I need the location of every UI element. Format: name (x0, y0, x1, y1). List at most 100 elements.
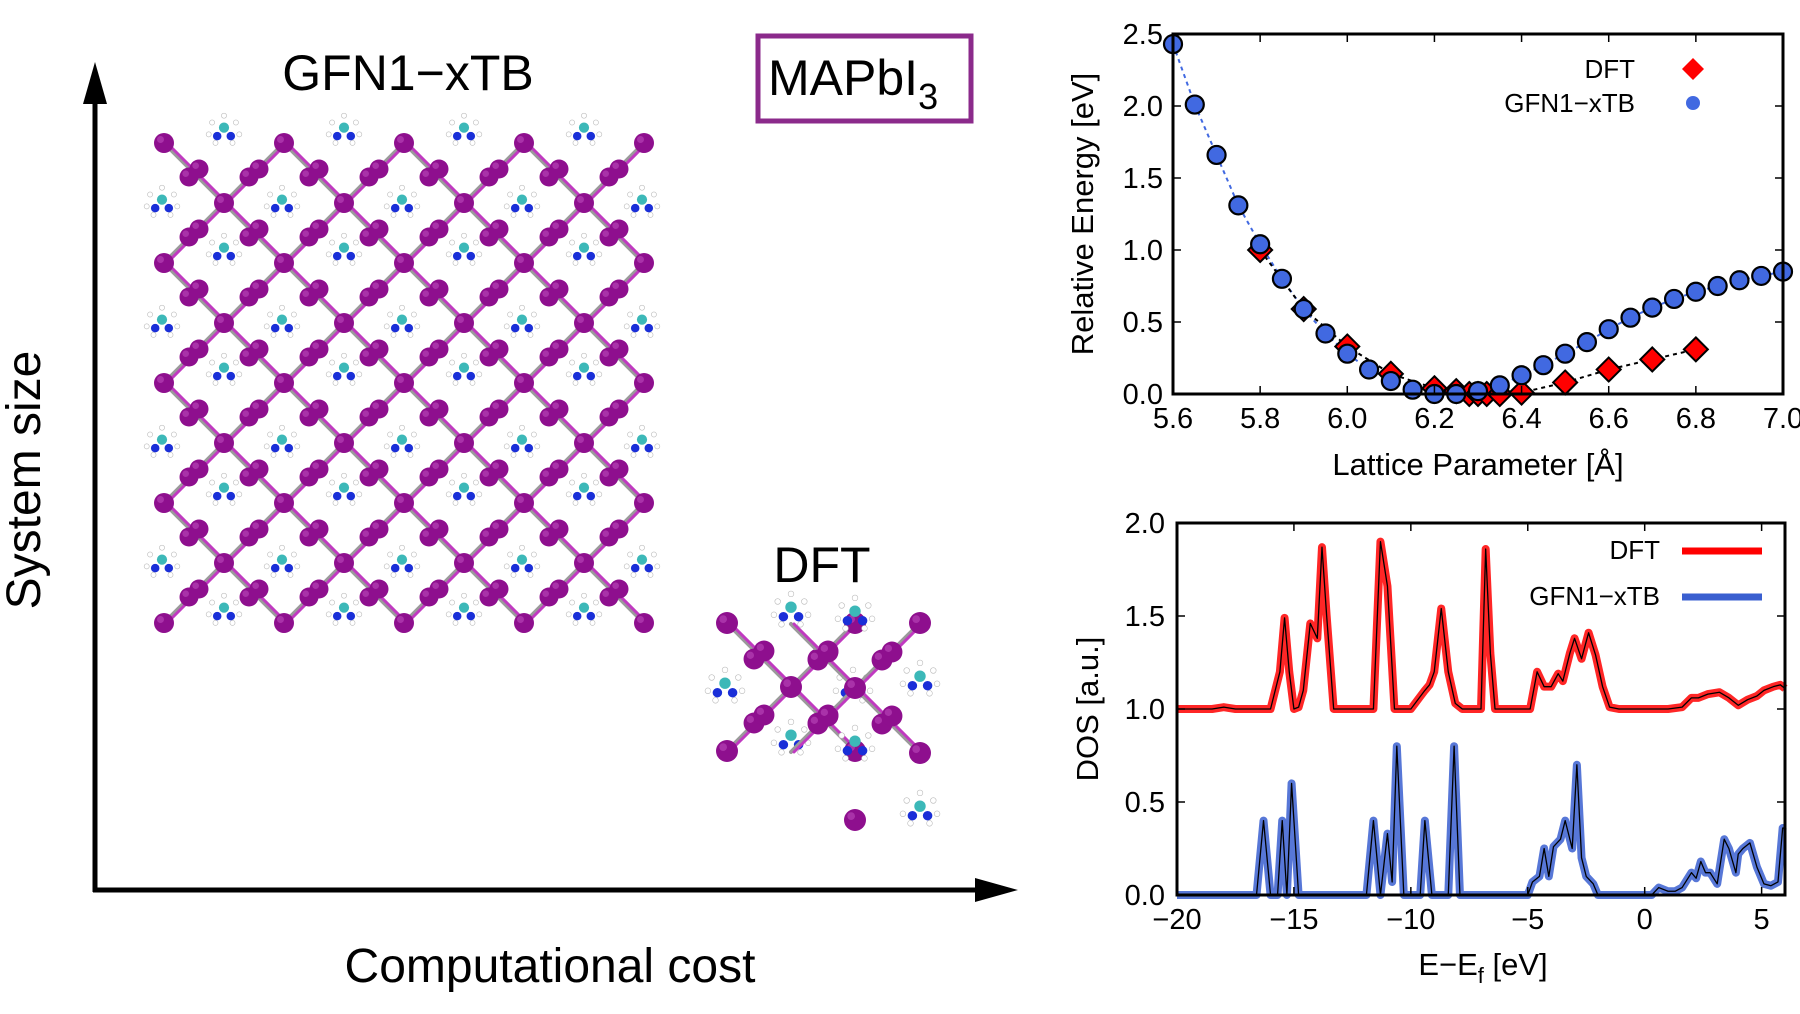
atom-highlight (492, 342, 499, 349)
energy-gfn-point (1642, 297, 1663, 318)
energy-gfn-point (1293, 298, 1314, 320)
iodine-atom (609, 159, 629, 179)
atom-highlight (362, 410, 369, 417)
hydrogen-atom (287, 452, 294, 458)
hydrogen-atom (212, 500, 219, 506)
hydrogen-atom (572, 380, 579, 386)
hydrogen-atom (449, 119, 455, 126)
atom-highlight (312, 342, 319, 349)
energy-gfn-point (1533, 355, 1554, 376)
iodine-atom (609, 459, 629, 479)
iodine-atom (369, 459, 389, 479)
hydrogen-atom (510, 212, 517, 218)
nitrogen-atom (630, 563, 640, 573)
hydrogen-atom (565, 371, 572, 378)
carbon-atom (849, 735, 861, 747)
nitrogen-atom (524, 563, 534, 573)
atom-highlight (612, 462, 619, 469)
atom-highlight (746, 715, 755, 724)
hydrogen-atom (209, 119, 215, 126)
iodine-atom (429, 279, 449, 299)
atom-highlight (756, 707, 765, 716)
hydrogen-atom (267, 191, 273, 198)
hydrogen-atom (868, 615, 876, 622)
energy-gfn-point (1685, 281, 1706, 302)
hydrogen-atom (236, 251, 243, 258)
iodine-atom (369, 399, 389, 419)
hydrogen-atom (647, 572, 654, 578)
iodine-atom (274, 613, 294, 633)
hydrogen-atom (903, 797, 910, 804)
atom-highlight (397, 496, 404, 503)
nitrogen-atom (510, 203, 520, 213)
iodine-atom (214, 313, 234, 333)
nitrogen-atom (150, 443, 160, 453)
energy-y-tick-label: 1.5 (1123, 163, 1163, 195)
hydrogen-atom (171, 191, 177, 198)
hydrogen-atom (452, 140, 459, 146)
hydrogen-atom (329, 239, 335, 246)
hydrogen-atom (150, 212, 157, 218)
carbon-atom (156, 314, 168, 325)
material-label: MAPbI3 (768, 50, 938, 117)
hydrogen-atom (349, 140, 356, 146)
hydrogen-atom (325, 131, 332, 138)
hydrogen-atom (630, 332, 637, 338)
iodine-atom (489, 459, 509, 479)
hydrogen-atom (449, 239, 455, 246)
hydrogen-atom (174, 203, 181, 210)
carbon-atom (458, 122, 470, 133)
hydrogen-atom (461, 592, 467, 599)
energy-gfn-point (1358, 359, 1380, 380)
hydrogen-atom (531, 431, 537, 438)
energy-markers (1162, 33, 1794, 408)
hydrogen-atom (174, 323, 181, 330)
hydrogen-atom (623, 203, 630, 210)
hydrogen-atom (174, 443, 181, 450)
hydrogen-atom (639, 424, 645, 431)
hydrogen-atom (233, 479, 239, 486)
nitrogen-atom (226, 251, 236, 261)
carbon-atom (396, 194, 408, 205)
hydrogen-atom (865, 732, 872, 739)
nitrogen-atom (452, 491, 462, 501)
nitrogen-atom (270, 323, 280, 333)
hydrogen-atom (469, 620, 476, 626)
hydrogen-atom (325, 491, 332, 498)
energy-x-tick-label: 6.8 (1676, 403, 1716, 435)
atom-highlight (552, 282, 559, 289)
energy-y-tick-label: 0.0 (1123, 379, 1163, 411)
dos-y-tick-label: 1.5 (1125, 601, 1165, 633)
hydrogen-atom (510, 572, 517, 578)
iodine-atom (549, 159, 569, 179)
hydrogen-atom (534, 563, 541, 570)
iodine-atom (429, 519, 449, 539)
atom-highlight (602, 530, 609, 537)
hydrogen-atom (229, 380, 236, 386)
nitrogen-atom (524, 203, 534, 213)
hydrogen-atom (503, 443, 510, 450)
atom-highlight (302, 590, 309, 597)
iodine-atom (309, 399, 329, 419)
iodine-atom (634, 493, 654, 513)
atom-highlight (602, 290, 609, 297)
carbon-atom (458, 362, 470, 373)
hydrogen-atom (341, 352, 347, 359)
iodine-atom (429, 159, 449, 179)
atom-highlight (432, 342, 439, 349)
iodine-atom (549, 459, 569, 479)
hydrogen-atom (407, 332, 414, 338)
atom-highlight (912, 615, 921, 624)
small-structure-label: DFT (773, 537, 870, 593)
carbon-atom (458, 242, 470, 253)
atom-highlight (182, 530, 189, 537)
hydrogen-atom (294, 323, 301, 330)
hydrogen-atom (581, 112, 587, 119)
atom-highlight (492, 402, 499, 409)
atom-highlight (337, 436, 344, 443)
hydrogen-atom (926, 690, 933, 697)
iodine-atom (549, 279, 569, 299)
hydrogen-atom (356, 611, 363, 618)
iodine-atom (189, 459, 209, 479)
hydrogen-atom (476, 491, 483, 498)
